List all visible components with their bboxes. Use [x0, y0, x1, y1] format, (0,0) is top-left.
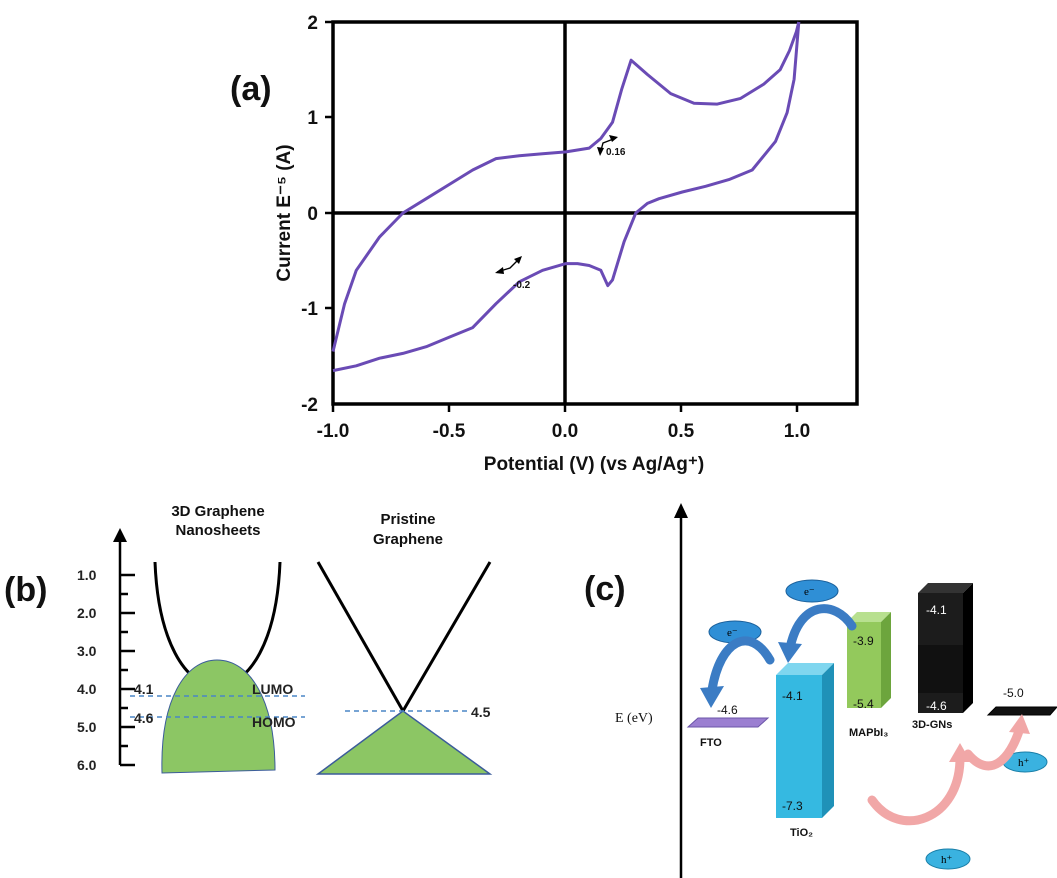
energy-tick-label: 3.0	[77, 643, 97, 659]
energy-tick-label: 1.0	[77, 567, 97, 583]
lumo-value: 4.1	[134, 681, 154, 697]
dirac-cone-line	[401, 561, 492, 712]
electron-transfer-arrow	[785, 604, 857, 653]
hole-label: h⁺	[1018, 757, 1030, 769]
title-pristine-2: Graphene	[373, 531, 443, 548]
electrode-plate	[986, 706, 1057, 716]
y-tick-label: 1	[307, 108, 318, 129]
energy-tick-label: 5.0	[77, 719, 97, 735]
arrowhead-icon	[609, 135, 618, 142]
x-tick-label: -1.0	[317, 421, 350, 442]
energy-tick-label: 6.0	[77, 757, 97, 773]
gns-bottom-level: -4.6	[926, 699, 947, 713]
energy-axis-label: E (eV)	[615, 711, 653, 726]
tio2-top-level: -4.1	[782, 689, 803, 703]
arrowhead-icon	[597, 147, 604, 156]
hole-transfer-arrow	[963, 723, 1025, 771]
annotation-reduction: -0.2	[495, 256, 531, 291]
mapbi3-top-face	[847, 612, 891, 622]
mapbi3-bottom-level: -5.4	[853, 697, 874, 711]
x-tick-label: 0.5	[668, 421, 695, 442]
y-tick-label: 2	[307, 13, 318, 34]
energy-tick-label: 4.0	[77, 681, 97, 697]
dirac-cone-line	[316, 561, 405, 712]
tio2-name: TiO₂	[790, 827, 813, 839]
tio2-bottom-level: -7.3	[782, 799, 803, 813]
arrowhead-icon	[778, 642, 802, 663]
arrowhead-icon	[514, 256, 522, 264]
fto-plate	[686, 717, 770, 728]
tio2-top-face	[776, 663, 834, 675]
mapbi3-top-level: -3.9	[853, 634, 874, 648]
electron-label: e⁻	[804, 586, 815, 598]
axis-arrow-icon	[113, 528, 127, 542]
energy-ticks	[120, 573, 135, 767]
energy-tick-label: 2.0	[77, 605, 97, 621]
panel-a: (a) -1.0 -0.5 0.0 0.5 1.0 2 1 0 -1 -2	[230, 13, 859, 475]
gns-name: 3D-GNs	[912, 719, 952, 731]
gns-lower-segment	[918, 693, 963, 713]
fto-name: FTO	[700, 737, 722, 749]
homo-label: HOMO	[252, 714, 296, 730]
title-pristine: Pristine	[380, 511, 435, 528]
x-tick-label: -0.5	[433, 421, 466, 442]
cv-ticks	[325, 20, 799, 412]
valence-band-3dg	[161, 659, 276, 774]
electron-label: e⁻	[727, 627, 738, 639]
hole-label: h⁺	[941, 854, 953, 866]
x-tick-label: 1.0	[784, 421, 810, 442]
electrode-level: -5.0	[1003, 686, 1024, 700]
mapbi3-block	[847, 622, 881, 708]
panel-a-label: (a)	[230, 70, 272, 108]
panel-c: (c) E (eV) -4.6 FTO -4.1 -7.3 TiO₂ -3.9 …	[584, 503, 1057, 878]
y-axis-title: Current E⁻⁵ (A)	[274, 144, 295, 281]
cv-anodic-sweep	[331, 21, 801, 352]
valence-cone	[315, 710, 493, 775]
fto-level: -4.6	[717, 703, 738, 717]
gns-side-face	[963, 583, 973, 713]
gns-top-level: -4.1	[926, 603, 947, 617]
hole-icon	[925, 848, 971, 870]
title-3d-graphene-2: Nanosheets	[175, 522, 260, 539]
y-tick-label: 0	[307, 204, 318, 225]
arrowhead-icon	[700, 686, 724, 708]
axis-arrow-icon	[674, 503, 688, 518]
arrowhead-icon	[1009, 714, 1030, 734]
annotation-label: -0.2	[513, 280, 531, 291]
homo-value: 4.6	[134, 710, 154, 726]
panel-c-label: (c)	[584, 570, 626, 608]
cv-series-group	[331, 21, 801, 373]
annotation-oxidation: 0.16	[597, 135, 626, 158]
hole-transfer-arrow	[867, 753, 965, 826]
y-tick-label: -1	[301, 299, 318, 320]
arrowhead-icon	[495, 267, 504, 274]
energy-tick-labels: 1.0 2.0 3.0 4.0 5.0 6.0	[77, 567, 97, 773]
tio2-block	[776, 675, 822, 818]
x-axis-title: Potential (V) (vs Ag/Ag⁺)	[484, 454, 704, 475]
gns-top-face	[918, 583, 973, 593]
mapbi3-side-face	[881, 612, 891, 708]
x-tick-label: 0.0	[552, 421, 578, 442]
panel-b: (b) 1.0 2.0 3.0 4.0 5.0 6.0 3D Graphene	[4, 503, 493, 775]
y-tick-label: -2	[301, 395, 318, 416]
tio2-side-face	[822, 663, 834, 818]
mapbi3-name: MAPbI₃	[849, 727, 888, 739]
gns-upper-segment	[918, 593, 963, 645]
title-3d-graphene: 3D Graphene	[171, 503, 264, 520]
annotation-label: 0.16	[606, 147, 626, 158]
cv-cathodic-sweep	[332, 21, 801, 373]
panel-b-label: (b)	[4, 571, 47, 609]
electron-transfer-arrow	[707, 636, 775, 695]
dirac-value: 4.5	[471, 704, 491, 720]
lumo-label: LUMO	[252, 681, 293, 697]
electron-icon	[785, 579, 839, 603]
